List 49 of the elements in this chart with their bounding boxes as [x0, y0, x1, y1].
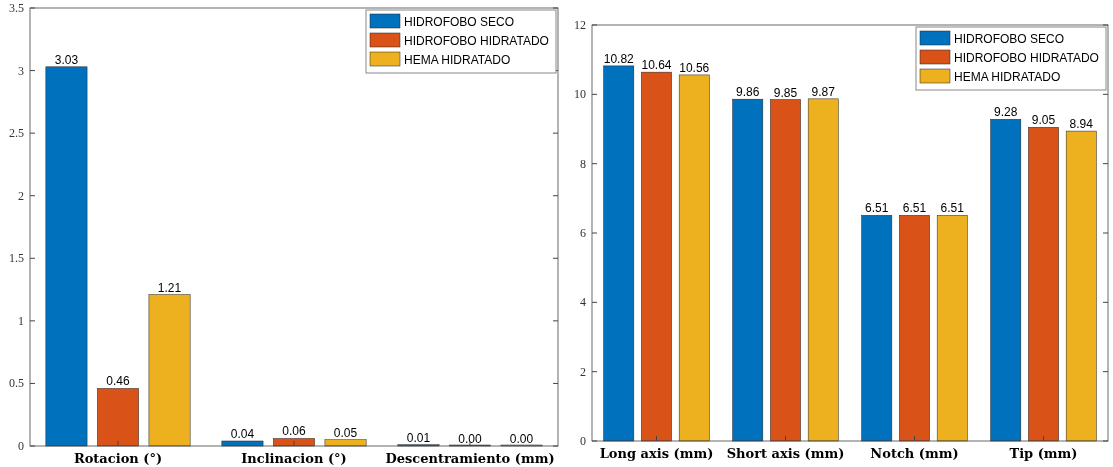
y-tick-label: 4: [580, 295, 586, 310]
data-label: 10.56: [679, 60, 710, 75]
legend-label: HEMA HIDRATADO: [954, 70, 1061, 84]
x-tick-label: Long axis (mm): [599, 446, 714, 461]
y-tick-label: 6: [580, 226, 586, 240]
data-label: 0.04: [230, 426, 255, 441]
x-tick-label: Short axis (mm): [726, 446, 845, 461]
data-label: 6.51: [902, 201, 927, 216]
y-tick-label: 0: [580, 434, 586, 448]
data-label: 10.82: [603, 51, 635, 66]
data-label: 9.28: [994, 105, 1018, 120]
y-tick-label: 0.5: [9, 376, 24, 391]
y-tick-label: 12: [574, 18, 586, 32]
y-tick-label: 1: [18, 313, 24, 328]
data-label: 9.86: [736, 85, 760, 100]
y-tick-label: 3.5: [9, 1, 24, 15]
legend-label: HEMA HIDRATADO: [404, 53, 511, 67]
data-label: 0.05: [333, 425, 358, 440]
data-label: 0.00: [509, 432, 534, 446]
x-tick-label: Inclinacion (°): [241, 451, 347, 466]
legend-label: HIDROFOBO HIDRATADO: [404, 34, 549, 48]
data-label: 6.51: [865, 201, 889, 216]
legend-label: HIDROFOBO SECO: [404, 15, 515, 29]
x-tick-label: Rotacion (°): [73, 451, 163, 466]
x-tick-label: Tip (mm): [1009, 446, 1078, 461]
y-tick-label: 2: [18, 188, 24, 203]
data-label: 9.87: [811, 84, 836, 99]
data-label: 9.05: [1031, 113, 1056, 128]
data-label: 0.46: [106, 374, 130, 389]
data-label: 1.21: [157, 280, 182, 295]
data-label: 3.03: [54, 52, 79, 67]
y-tick-label: 3: [18, 63, 24, 78]
legend-label: HIDROFOBO SECO: [954, 32, 1065, 46]
y-tick-label: 8: [580, 156, 586, 171]
x-tick-label: Notch (mm): [870, 446, 959, 461]
data-label: 6.51: [940, 201, 965, 216]
y-tick-label: 2.5: [9, 126, 24, 141]
data-label: 9.85: [773, 85, 798, 100]
data-label: 10.64: [641, 58, 672, 73]
x-tick-label: Descentramiento (mm): [385, 451, 555, 466]
data-label: 0.06: [282, 424, 306, 439]
y-tick-label: 2: [580, 364, 586, 379]
y-tick-label: 0: [18, 439, 24, 453]
data-label: 0.00: [458, 432, 482, 446]
y-tick-label: 1.5: [9, 251, 24, 266]
data-label: 0.01: [406, 430, 431, 445]
data-label: 8.94: [1069, 117, 1094, 132]
y-tick-label: 10: [574, 87, 586, 102]
legend-label: HIDROFOBO HIDRATADO: [954, 51, 1099, 65]
